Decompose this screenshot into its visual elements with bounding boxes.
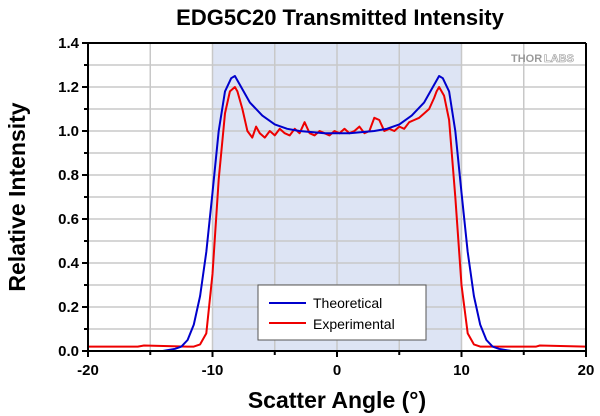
x-axis-label: Scatter Angle (°) [248, 387, 426, 413]
logo-labs-text: LABS [544, 53, 574, 65]
y-axis-label: Relative Intensity [4, 102, 30, 291]
y-tick-label: 0.6 [58, 211, 79, 228]
y-tick-label: 0.2 [58, 299, 79, 316]
legend: Theoretical Experimental [257, 284, 427, 341]
ticks: -20 -10 0 10 20 0.0 0.2 0.4 0.6 0.8 1.0 1.2 1.4 [58, 35, 594, 379]
y-tick-label: 1.0 [58, 123, 79, 140]
legend-label-experimental: Experimental [313, 316, 395, 332]
x-tick-label: 10 [453, 362, 470, 379]
chart-title: EDG5C20 Transmitted Intensity [176, 5, 504, 30]
series-group [88, 75, 587, 352]
x-tick-label: 0 [333, 362, 341, 379]
y-tick-label: 0.4 [58, 255, 80, 272]
thorlabs-logo: THOR LABS [511, 53, 574, 66]
legend-box [257, 284, 427, 341]
x-tick-label: -20 [77, 362, 99, 379]
series-line-theoretical [88, 75, 586, 352]
y-tick-label: 1.2 [58, 79, 79, 96]
y-tick-label: 1.4 [58, 35, 80, 52]
logo-thor-text: THOR [511, 53, 542, 65]
x-tick-label: -10 [202, 362, 224, 379]
y-tick-label: 0.8 [58, 167, 79, 184]
legend-label-theoretical: Theoretical [313, 295, 382, 311]
x-tick-label: 20 [578, 362, 595, 379]
y-tick-label: 0.0 [58, 343, 79, 360]
